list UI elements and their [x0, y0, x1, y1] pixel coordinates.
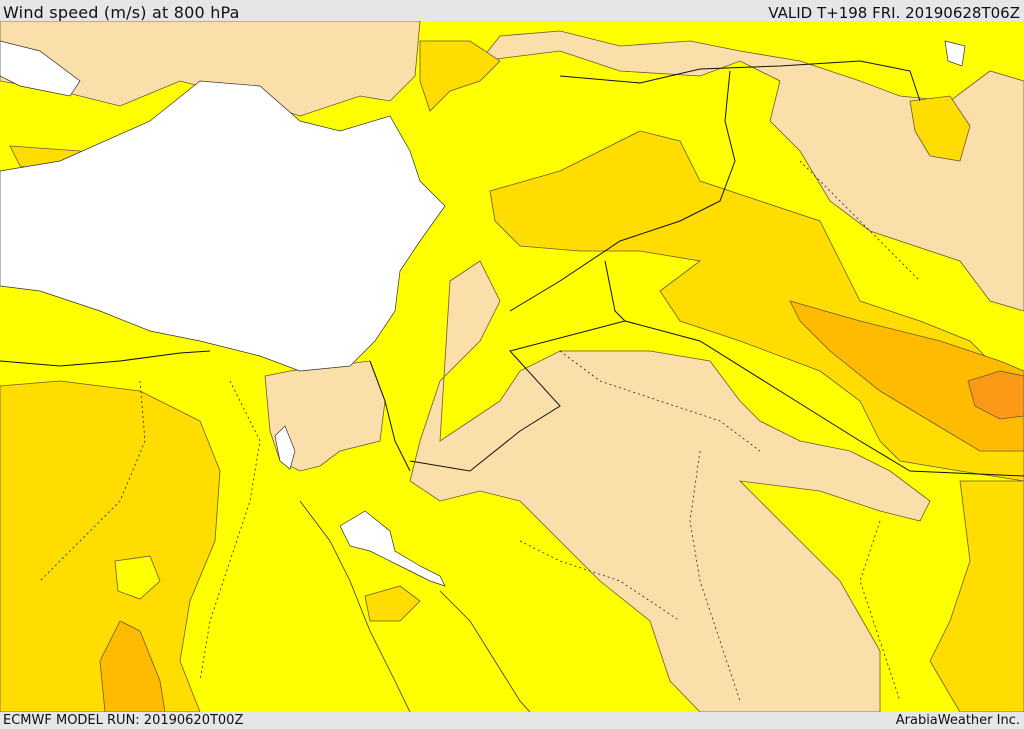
valid-time: VALID T+198 FRI. 20190628T06Z: [768, 4, 1020, 22]
province-egypt-a: [39, 380, 146, 582]
gold-egypt-west: [0, 380, 221, 712]
aegean-sea: [0, 40, 81, 97]
map-canvas: [0, 21, 1024, 712]
border-egypt-israel: [369, 360, 411, 472]
suez-canal-lakes: [274, 425, 296, 470]
gold-gulf: [929, 480, 1024, 712]
gulf-of-suez-aqaba: [339, 510, 446, 587]
border-jordan-saudi: [409, 260, 626, 472]
province-saudi-b: [689, 450, 741, 702]
wind-speed-map: [0, 21, 1024, 712]
map-title: Wind speed (m/s) at 800 hPa: [3, 3, 240, 22]
orange-egypt-south: [99, 620, 166, 712]
model-run-label: ECMWF MODEL RUN: 20190620T00Z: [3, 713, 244, 728]
border-iraq-saudi: [624, 320, 1024, 477]
header-bar: Wind speed (m/s) at 800 hPa VALID T+198 …: [0, 0, 1024, 22]
border-syria-iraq: [509, 70, 736, 312]
seas: [0, 40, 966, 587]
gold-red-sea-patch: [364, 585, 421, 622]
band-orange: [99, 300, 1024, 712]
caspian-edge: [944, 40, 966, 67]
gold-turkey-patch: [419, 40, 501, 112]
coast-red-sea-east: [439, 590, 531, 712]
country-borders: [0, 60, 1024, 477]
coast-red-sea-west: [299, 500, 411, 712]
red-sea-coast: [299, 500, 531, 712]
border-libya-coast: [0, 350, 211, 367]
dark-orange-core: [967, 370, 1024, 420]
yellow-egypt-island: [114, 555, 161, 600]
tan-iraq-north: [479, 30, 1024, 312]
band-yellow-islands: [114, 555, 161, 600]
province-iraq: [799, 160, 921, 282]
province-borders: [39, 160, 921, 702]
border-turkey-syria-iraq: [559, 60, 921, 102]
orange-iraq-south: [789, 300, 1024, 452]
province-saudi-c: [519, 540, 681, 622]
mediterranean-sea: [0, 80, 446, 372]
tan-saudi-central: [409, 260, 931, 712]
footer-bar: ECMWF MODEL RUN: 20190620T00Z ArabiaWeat…: [0, 712, 1024, 729]
province-egypt-b: [199, 380, 261, 682]
band-dark-orange: [967, 370, 1024, 420]
gold-iran-patch: [909, 95, 971, 162]
brand-label: ArabiaWeather Inc.: [895, 713, 1020, 728]
province-gulf: [859, 520, 901, 702]
